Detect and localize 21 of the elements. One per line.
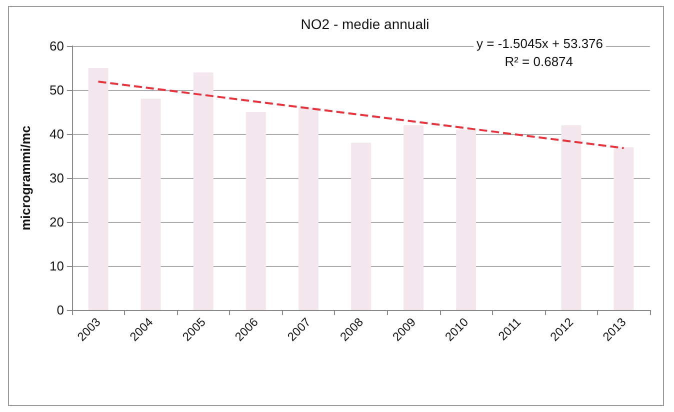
y-axis-title: microgrammi/mc <box>18 126 33 230</box>
y-tick-label: 40 <box>50 126 64 142</box>
bar <box>88 68 108 310</box>
y-tick-label: 50 <box>50 82 64 98</box>
bar <box>193 72 214 310</box>
annotation: y = -1.5045x + 53.376 <box>476 36 603 51</box>
y-tick-label: 10 <box>50 258 64 274</box>
bar <box>561 125 582 310</box>
bar <box>614 147 634 310</box>
bar <box>140 98 161 310</box>
bar <box>351 142 371 310</box>
chart-title: NO2 - medie annuali <box>300 16 430 32</box>
y-tick-label: 60 <box>50 38 64 54</box>
bar <box>298 108 318 310</box>
y-tick-label: 20 <box>50 214 64 230</box>
y-tick-label: 30 <box>50 170 64 186</box>
annotation: R² = 0.6874 <box>504 54 573 69</box>
bar <box>404 125 424 310</box>
bar <box>456 130 476 310</box>
y-tick-label: 0 <box>56 302 64 318</box>
bar <box>246 112 266 310</box>
